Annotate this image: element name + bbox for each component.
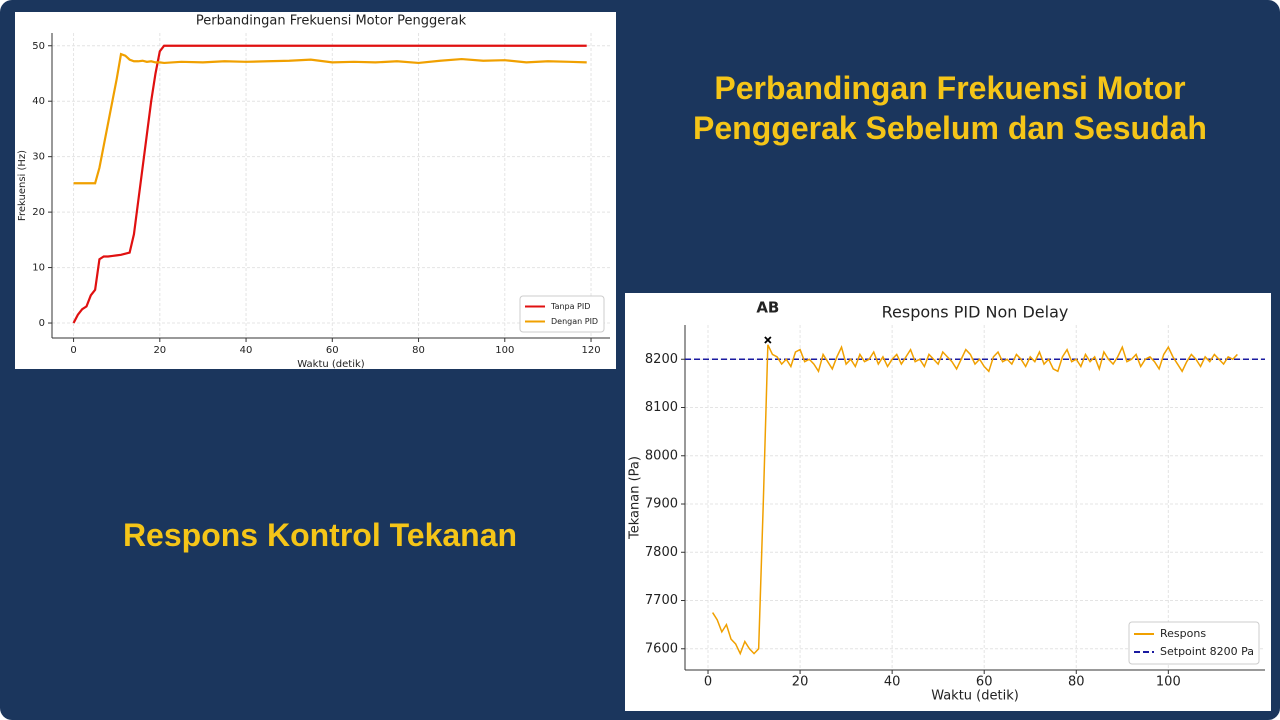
- y-tick-label: 7900: [645, 497, 678, 512]
- y-axis-label: Frekuensi (Hz): [17, 150, 28, 221]
- series-line: [73, 52, 587, 185]
- y-tick-label: 8100: [645, 400, 678, 415]
- chart-title: Respons PID Non Delay: [882, 303, 1069, 322]
- series-line: [72, 44, 587, 324]
- y-tick-label: 7700: [645, 593, 678, 608]
- x-tick-label: 60: [976, 675, 993, 690]
- chart: Perbandingan Frekuensi Motor Penggerak 0 2…: [15, 12, 616, 369]
- x-tick-label: 100: [495, 345, 514, 356]
- subheading: Respons Kontrol Tekanan: [122, 517, 518, 553]
- y-tick-label: 50: [32, 41, 45, 52]
- y-tick-label: 7800: [645, 545, 678, 560]
- annotation-marker: [764, 336, 772, 344]
- y-tick-label: 7600: [645, 641, 678, 656]
- annotation-label: AB: [756, 298, 779, 316]
- legend-box: [519, 295, 605, 333]
- x-tick-label: 60: [326, 345, 339, 356]
- y-tick-label: 8200: [645, 352, 678, 367]
- x-tick-label: 40: [884, 675, 901, 690]
- heading: Perbandingan Frekuensi Motor Penggerak S…: [640, 68, 1260, 148]
- heading-line: Perbandingan Frekuensi Motor: [714, 70, 1186, 106]
- legend-label: Dengan PID: [551, 317, 598, 326]
- y-tick-label: 8000: [645, 448, 678, 463]
- y-tick-label: 40: [32, 96, 45, 107]
- x-tick-label: 80: [1068, 675, 1085, 690]
- legend-label: Respons: [1160, 627, 1206, 640]
- x-tick-label: 20: [153, 345, 166, 356]
- x-tick-label: 0: [704, 675, 712, 690]
- x-axis-label: Waktu (detik): [297, 359, 364, 369]
- legend-label: Tanpa PID: [550, 302, 590, 311]
- x-axis-label: Waktu (detik): [931, 689, 1019, 704]
- series-line: [711, 344, 1238, 656]
- x-tick-label: 80: [412, 345, 425, 356]
- x-tick-label: 0: [70, 345, 76, 356]
- legend-box: [1128, 621, 1260, 665]
- y-tick-label: 20: [32, 207, 45, 218]
- y-axis-label: Tekanan (Pa): [628, 456, 643, 540]
- x-tick-label: 20: [792, 675, 809, 690]
- x-tick-label: 40: [240, 345, 253, 356]
- y-tick-label: 30: [32, 152, 45, 163]
- legend-label: Setpoint 8200 Pa: [1160, 645, 1254, 658]
- chart-title: Perbandingan Frekuensi Motor Penggerak: [196, 14, 467, 29]
- chart: Respons PID Non Delay 0 20 40 60 80 100 7600 770…: [625, 293, 1271, 711]
- x-tick-label: 100: [1156, 675, 1181, 690]
- x-tick-label: 120: [581, 345, 600, 356]
- heading-line: Penggerak Sebelum dan Sesudah: [693, 110, 1207, 146]
- y-tick-label: 10: [32, 263, 45, 274]
- y-tick-label: 0: [39, 318, 45, 329]
